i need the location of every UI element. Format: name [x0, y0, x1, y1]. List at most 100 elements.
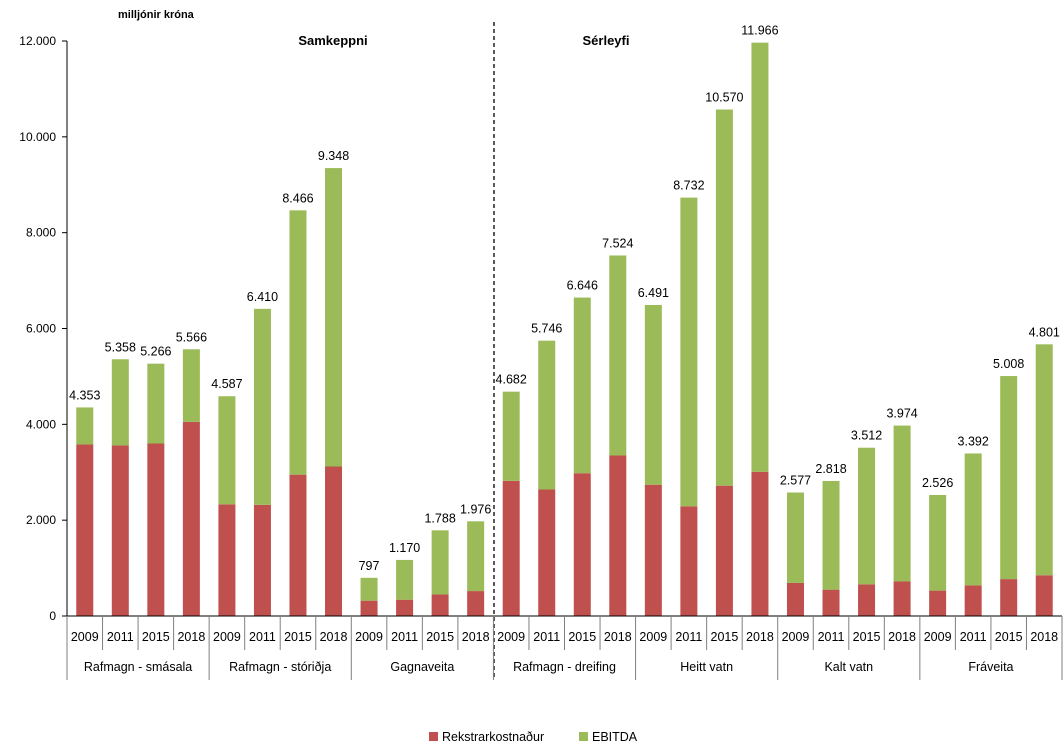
bar-rekstrarkostnadur	[929, 590, 947, 616]
bar-rekstrarkostnadur	[822, 589, 840, 616]
y-tick-label: 0	[49, 609, 56, 623]
legend-label-rekstrarkostnadur: Rekstrarkostnaður	[442, 730, 544, 744]
data-label-total: 5.266	[140, 345, 171, 359]
bar-ebitda	[289, 210, 307, 475]
data-label-total: 4.587	[211, 377, 242, 391]
bar-rekstrarkostnadur	[751, 471, 769, 616]
x-group-label: Kalt vatn	[824, 660, 873, 674]
bar-rekstrarkostnadur	[538, 489, 556, 616]
data-label-total: 7.524	[602, 236, 633, 250]
bar-rekstrarkostnadur	[218, 504, 236, 616]
section-label-serleyfi: Sérleyfi	[583, 33, 630, 48]
bar-rekstrarkostnadur	[431, 594, 449, 616]
data-label-total: 6.491	[638, 286, 669, 300]
x-category-year: 2009	[924, 630, 952, 644]
bar-rekstrarkostnadur	[680, 506, 698, 616]
data-label-total: 5.358	[105, 340, 136, 354]
bar-ebitda	[751, 42, 769, 472]
section-label-samkeppni: Samkeppni	[298, 33, 367, 48]
data-label-total: 1.788	[424, 511, 455, 525]
x-category-year: 2011	[675, 630, 702, 644]
bar-ebitda	[893, 425, 911, 582]
bar-ebitda	[1000, 376, 1018, 580]
bar-rekstrarkostnadur	[1035, 575, 1053, 616]
x-category-year: 2015	[711, 630, 739, 644]
bar-ebitda	[431, 530, 449, 595]
bar-rekstrarkostnadur	[964, 585, 982, 616]
data-label-total: 2.526	[922, 476, 953, 490]
data-label-total: 1.170	[389, 541, 420, 555]
bar-ebitda	[325, 168, 343, 467]
x-category-year: 2018	[320, 630, 348, 644]
bar-rekstrarkostnadur	[182, 421, 200, 616]
data-label-total: 3.512	[851, 429, 882, 443]
bar-ebitda	[360, 577, 378, 601]
x-category-year: 2009	[213, 630, 241, 644]
data-label-total: 3.392	[958, 434, 989, 448]
bar-rekstrarkostnadur	[573, 473, 591, 616]
data-label-total: 5.566	[176, 330, 207, 344]
y-tick-label: 10.000	[19, 130, 56, 144]
data-label-total: 4.682	[496, 373, 527, 387]
bar-rekstrarkostnadur	[111, 445, 129, 616]
x-category-year: 2011	[249, 630, 276, 644]
x-category-year: 2011	[107, 630, 134, 644]
x-category-year: 2018	[462, 630, 490, 644]
y-tick-label: 6.000	[26, 322, 56, 336]
bar-rekstrarkostnadur	[786, 582, 804, 616]
data-label-total: 797	[359, 559, 380, 573]
bar-ebitda	[182, 349, 200, 422]
data-label-total: 11.966	[741, 24, 778, 38]
bar-rekstrarkostnadur	[147, 443, 165, 616]
bar-rekstrarkostnadur	[325, 466, 343, 616]
bar-ebitda	[467, 521, 485, 592]
x-category-year: 2015	[284, 630, 312, 644]
x-category-year: 2018	[177, 630, 205, 644]
x-category-year: 2015	[568, 630, 596, 644]
bar-rekstrarkostnadur	[467, 591, 485, 616]
y-tick-label: 4.000	[26, 417, 56, 431]
data-label-total: 8.466	[282, 191, 313, 205]
legend-swatch-ebitda	[579, 732, 588, 741]
x-category-year: 2011	[391, 630, 418, 644]
x-group-label: Gagnaveita	[390, 660, 454, 674]
data-label-total: 2.577	[780, 474, 811, 488]
data-label-total: 6.646	[567, 279, 598, 293]
bar-ebitda	[822, 480, 840, 590]
data-label-total: 1.976	[460, 502, 491, 516]
bar-ebitda	[715, 109, 733, 486]
x-category-year: 2009	[355, 630, 383, 644]
data-label-total: 5.746	[531, 322, 562, 336]
bar-ebitda	[964, 453, 982, 586]
x-category-year: 2018	[604, 630, 632, 644]
legend-swatch-rekstrarkostnadur	[429, 732, 438, 741]
data-label-total: 5.008	[993, 357, 1024, 371]
bar-ebitda	[111, 359, 129, 446]
x-group-label: Heitt vatn	[680, 660, 733, 674]
bar-ebitda	[609, 255, 627, 456]
x-category-year: 2018	[746, 630, 774, 644]
bar-rekstrarkostnadur	[76, 444, 94, 616]
bar-ebitda	[786, 492, 804, 583]
x-category-year: 2015	[853, 630, 881, 644]
x-category-year: 2009	[71, 630, 99, 644]
x-category-year: 2018	[888, 630, 916, 644]
bar-rekstrarkostnadur	[715, 485, 733, 616]
x-category-year: 2015	[426, 630, 454, 644]
bar-rekstrarkostnadur	[644, 484, 662, 616]
bar-ebitda	[76, 407, 94, 445]
bar-rekstrarkostnadur	[1000, 579, 1018, 616]
bar-ebitda	[929, 494, 947, 591]
data-label-total: 3.974	[886, 407, 917, 421]
x-category-year: 2015	[995, 630, 1023, 644]
bar-ebitda	[253, 308, 271, 505]
bar-ebitda	[1035, 344, 1053, 576]
y-tick-label: 12.000	[19, 34, 56, 48]
bar-rekstrarkostnadur	[396, 599, 414, 616]
bar-ebitda	[858, 447, 876, 585]
legend: Rekstrarkostnaður EBITDA	[429, 730, 638, 744]
data-label-total: 4.801	[1029, 325, 1060, 339]
x-category-year: 2009	[639, 630, 667, 644]
data-label-total: 6.410	[247, 290, 278, 304]
